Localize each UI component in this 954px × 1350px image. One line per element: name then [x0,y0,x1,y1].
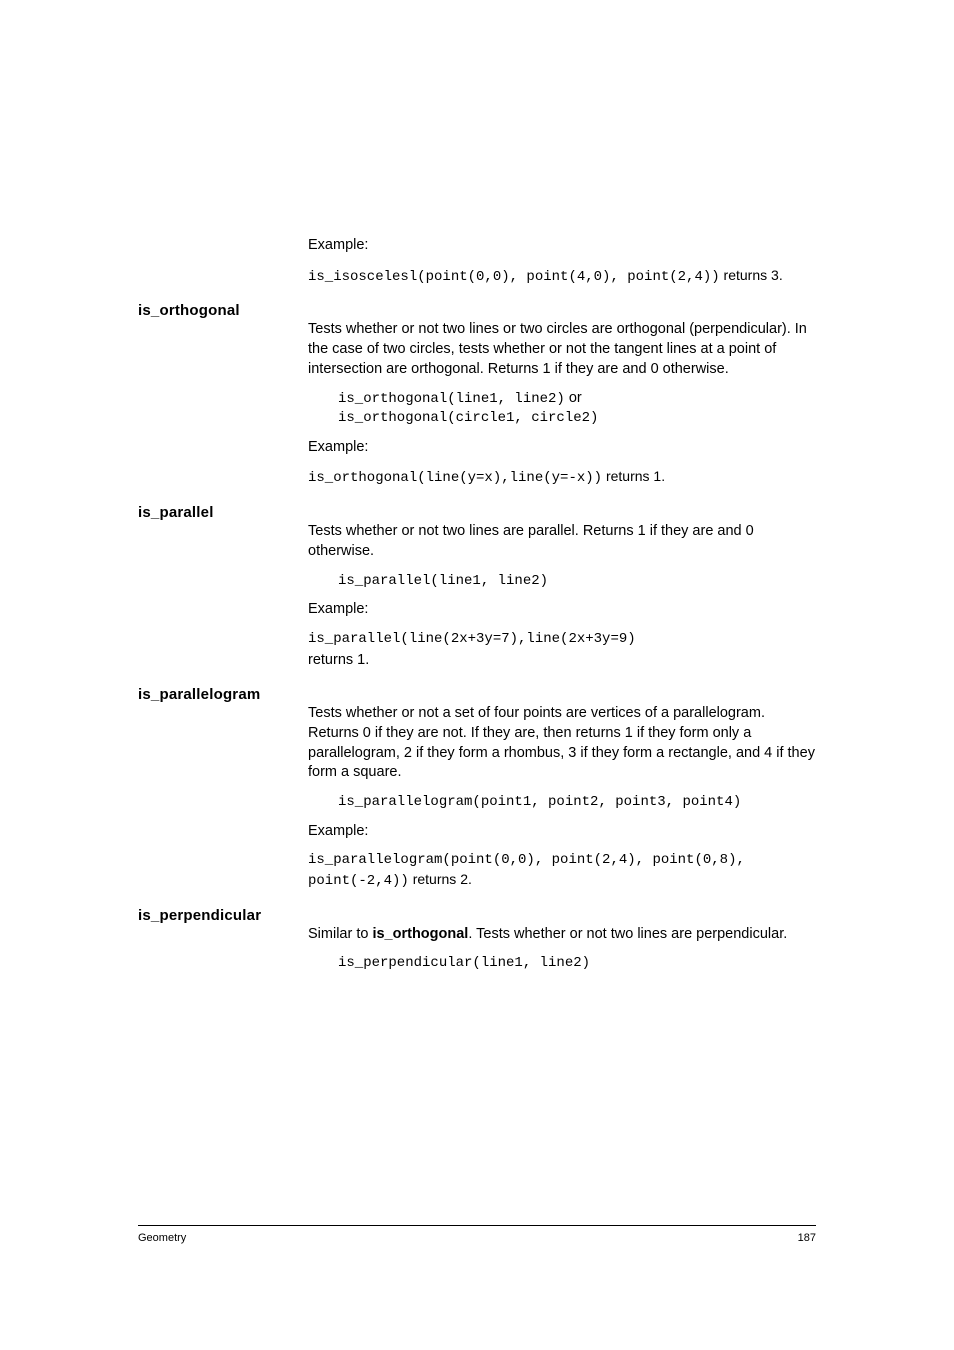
syntax-post-0: is_orthogonal(circle1, circle2) [338,410,598,426]
label-is-parallelogram: is_parallelogram [138,686,308,703]
intro-returns-value: 3. [771,267,783,283]
example-returns-value-2: 2. [460,871,472,887]
page-footer: Geometry 187 [138,1225,816,1244]
label-is-orthogonal: is_orthogonal [138,302,308,319]
syntax-is-parallelogram: is_parallelogram(point1, point2, point3,… [308,793,816,812]
section-is-parallel: is_parallel Tests whether or not two lin… [138,504,816,680]
body-is-perpendicular: Similar to is_orthogonal. Tests whether … [308,907,816,983]
example-code-0: is_orthogonal(line(y=x),line(y=-x)) retu… [308,467,816,488]
desc-pre-3: Similar to [308,926,372,942]
footer-right: 187 [798,1232,816,1244]
example-code-2: is_parallelogram(point(0,0), point(2,4),… [308,851,816,891]
intro-code-text: is_isoscelesl(point(0,0), point(4,0), po… [308,269,720,285]
footer-rule [138,1225,816,1226]
intro-body: Example: is_isoscelesl(point(0,0), point… [308,236,816,296]
example-post-1: returns 1. [308,651,816,671]
page: Example: is_isoscelesl(point(0,0), point… [0,0,954,1350]
desc-is-orthogonal: Tests whether or not two lines or two ci… [308,320,816,379]
syntax-pre-0: is_orthogonal(line1, line2) [338,391,565,407]
example-label-1: Example: [308,600,816,620]
syntax-pre-3: is_perpendicular(line1, line2) [338,955,590,971]
label-is-parallel: is_parallel [138,504,308,521]
body-is-parallel: Tests whether or not two lines are paral… [308,504,816,680]
example-returns-value-0: 1. [653,468,665,484]
body-is-orthogonal: Tests whether or not two lines or two ci… [308,302,816,498]
syntax-is-orthogonal: is_orthogonal(line1, line2) or is_orthogo… [308,389,816,428]
syntax-pre-2: is_parallelogram(point1, point2, point3,… [338,794,741,810]
syntax-is-parallel: is_parallel(line1, line2) [308,572,816,591]
section-is-parallelogram: is_parallelogram Tests whether or not a … [138,686,816,900]
footer-row: Geometry 187 [138,1232,816,1244]
intro-returns-word: returns [720,267,771,283]
footer-left: Geometry [138,1232,186,1244]
section-is-perpendicular: is_perpendicular Similar to is_orthogona… [138,907,816,983]
body-is-parallelogram: Tests whether or not a set of four point… [308,686,816,900]
example-returns-word-2: returns [409,871,460,887]
example-code-text-0: is_orthogonal(line(y=x),line(y=-x)) [308,470,602,486]
desc-is-perpendicular: Similar to is_orthogonal. Tests whether … [308,925,816,945]
syntax-join-0: or [565,390,582,406]
desc-bold-3: is_orthogonal [372,926,468,942]
syntax-is-perpendicular: is_perpendicular(line1, line2) [308,954,816,973]
label-is-perpendicular: is_perpendicular [138,907,308,924]
intro-block: Example: is_isoscelesl(point(0,0), point… [138,236,816,296]
example-code-1: is_parallel(line(2x+3y=7),line(2x+3y=9) [308,630,816,649]
section-is-orthogonal: is_orthogonal Tests whether or not two l… [138,302,816,498]
desc-is-parallel: Tests whether or not two lines are paral… [308,522,816,561]
example-label-2: Example: [308,822,816,842]
desc-is-parallelogram: Tests whether or not a set of four point… [308,704,816,782]
intro-example-code: is_isoscelesl(point(0,0), point(4,0), po… [308,266,816,287]
example-code-text-2: is_parallelogram(point(0,0), point(2,4),… [308,852,753,889]
desc-post-3: . Tests whether or not two lines are per… [468,926,787,942]
syntax-pre-1: is_parallel(line1, line2) [338,573,548,589]
example-returns-word-0: returns [602,468,653,484]
example-label-0: Example: [308,438,816,458]
example-code-text-1: is_parallel(line(2x+3y=7),line(2x+3y=9) [308,631,636,647]
intro-example-label: Example: [308,236,816,256]
